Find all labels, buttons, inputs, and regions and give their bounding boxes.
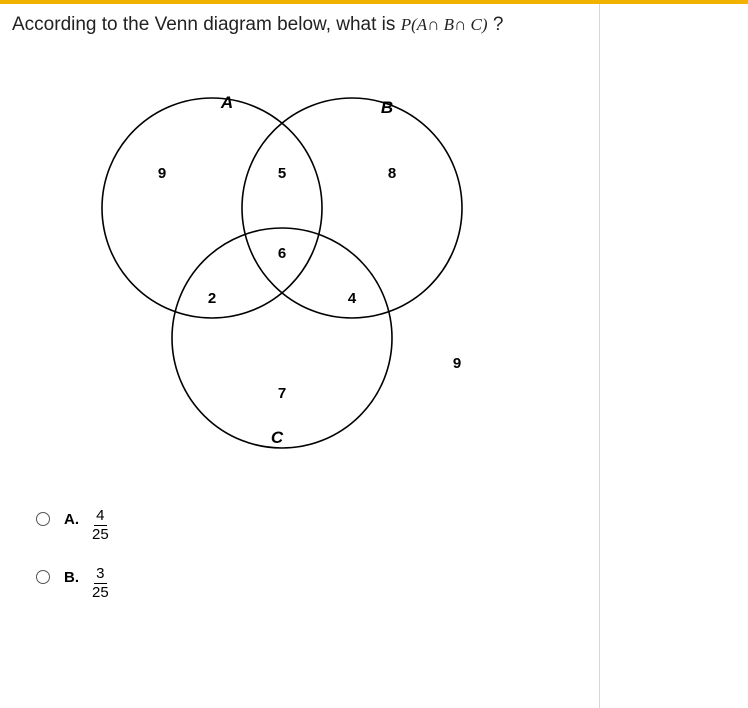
venn-region-outside: 9 [453,355,461,372]
radio-icon[interactable] [36,512,50,526]
option-letter: A. [64,511,82,528]
venn-region-a-only: 9 [158,165,166,182]
answer-options: A. 4 25 B. 3 25 [36,508,587,602]
fraction-numerator: 4 [94,508,106,527]
venn-label-b: B [381,98,393,117]
fraction-denominator: 25 [92,526,109,544]
question-panel: According to the Venn diagram below, wha… [0,4,600,708]
radio-icon[interactable] [36,570,50,584]
fraction-numerator: 3 [94,566,106,585]
venn-circle-b [242,98,462,318]
option-fraction: 3 25 [92,566,109,602]
question-prefix: According to the Venn diagram below, wha… [12,14,401,35]
venn-region-ac: 2 [208,290,216,307]
option-letter: B. [64,569,82,586]
option-fraction: 4 25 [92,508,109,544]
venn-region-b-only: 8 [388,165,396,182]
question-suffix: ? [493,14,504,35]
venn-diagram-container: A B C 9 8 7 5 2 4 6 9 [72,68,587,468]
venn-region-ab: 5 [278,165,286,182]
venn-diagram: A B C 9 8 7 5 2 4 6 9 [72,68,492,468]
venn-label-a: A [220,93,233,112]
venn-region-abc: 6 [278,245,286,262]
venn-region-c-only: 7 [278,385,286,402]
question-formula: P(A∩ B∩ C) [401,15,488,34]
answer-option-a[interactable]: A. 4 25 [36,508,587,544]
fraction-denominator: 25 [92,584,109,602]
question-text: According to the Venn diagram below, wha… [12,12,587,38]
venn-label-c: C [271,428,284,447]
answer-option-b[interactable]: B. 3 25 [36,566,587,602]
venn-region-bc: 4 [348,290,357,307]
venn-circle-a [102,98,322,318]
